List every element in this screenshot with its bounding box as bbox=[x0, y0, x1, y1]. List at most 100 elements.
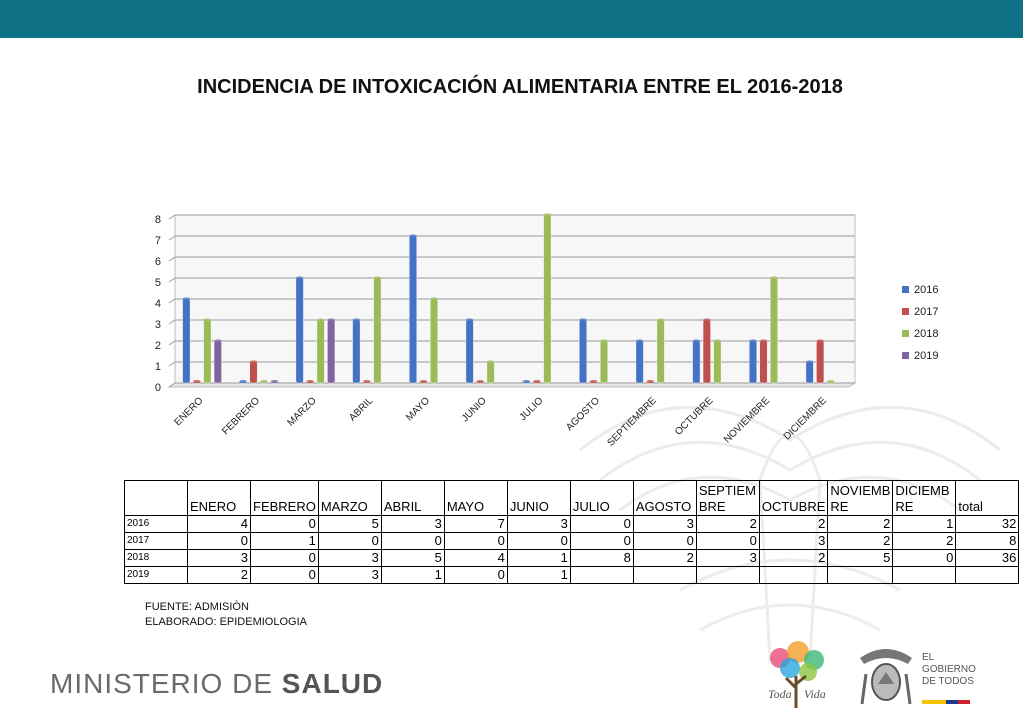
table-cell: 0 bbox=[443, 566, 508, 584]
table-cell: 0 bbox=[443, 532, 508, 550]
bar-cap bbox=[465, 318, 474, 322]
bar bbox=[713, 340, 722, 384]
table-cell: 4 bbox=[187, 515, 251, 533]
source-line: FUENTE: ADMISIÒN bbox=[145, 601, 249, 613]
table-cell: 2 bbox=[827, 532, 894, 550]
table-cell: 2 bbox=[187, 566, 251, 584]
row-year-cell: 2018 bbox=[124, 549, 188, 567]
legend-swatch bbox=[902, 286, 909, 293]
row-year-cell: 2019 bbox=[124, 566, 188, 584]
bar bbox=[600, 340, 608, 384]
source-note: FUENTE: ADMISIÒN ELABORADO: EPIDEMIOLOGI… bbox=[145, 600, 307, 630]
ministry-logo-text: MINISTERIO DE SALUD bbox=[50, 668, 383, 700]
y-tick-label: 0 bbox=[155, 382, 161, 394]
bar-cap bbox=[327, 318, 335, 322]
bar bbox=[486, 361, 495, 384]
gobierno-logo-text: EL GOBIERNO DE TODOS bbox=[922, 652, 976, 688]
bar bbox=[182, 298, 191, 384]
bar-cap bbox=[579, 318, 587, 322]
bar-cap bbox=[770, 276, 778, 280]
bar-cap bbox=[656, 318, 665, 322]
top-banner bbox=[0, 0, 1023, 38]
table-cell: 1 bbox=[506, 549, 571, 567]
y-tick-label: 8 bbox=[155, 214, 161, 226]
toda-una-vida-logo: Toda Vida bbox=[768, 641, 826, 708]
table-cell: 4 bbox=[443, 549, 508, 567]
bar-cap bbox=[635, 339, 644, 343]
table-cell: 0 bbox=[569, 515, 634, 533]
table-cell: 0 bbox=[250, 566, 319, 584]
table-cell: 3 bbox=[695, 549, 760, 567]
legend-label: 2017 bbox=[914, 306, 938, 318]
table-cell: 3 bbox=[632, 515, 697, 533]
bar-cap bbox=[600, 339, 608, 343]
table-cell: 0 bbox=[569, 532, 634, 550]
table-cell: 3 bbox=[758, 532, 829, 550]
bar-cap bbox=[270, 379, 279, 384]
bar bbox=[816, 340, 825, 384]
legend-swatch bbox=[902, 330, 909, 337]
gov-line1: EL bbox=[922, 652, 935, 663]
x-tick-label: OCTUBRE bbox=[673, 395, 716, 438]
x-tick-label: ENERO bbox=[173, 395, 206, 428]
table-header-cell: OCTUBRE bbox=[758, 480, 829, 516]
table-cell: 3 bbox=[506, 515, 571, 533]
gov-line2: GOBIERNO bbox=[922, 664, 976, 675]
legend-swatch bbox=[902, 308, 909, 315]
bar bbox=[579, 319, 587, 384]
table-cell: 2 bbox=[632, 549, 697, 567]
table-cell: 32 bbox=[955, 515, 1020, 533]
x-tick-label: JULIO bbox=[518, 395, 546, 423]
table-cell: 3 bbox=[380, 515, 445, 533]
table-cell bbox=[695, 566, 760, 584]
bar bbox=[656, 319, 665, 384]
table-cell: 0 bbox=[632, 532, 697, 550]
table-cell: 8 bbox=[569, 549, 634, 567]
table-header-cell: DICIEMB RE bbox=[892, 480, 957, 516]
bar-cap bbox=[193, 379, 201, 384]
table-cell bbox=[569, 566, 634, 584]
row-year-cell: 2017 bbox=[124, 532, 188, 550]
table-row: 2018 3 0 3 5 4 1 8 2 3 2 5 0 36 bbox=[124, 549, 1020, 567]
y-tick-label: 1 bbox=[155, 361, 161, 373]
table-header-cell: AGOSTO bbox=[632, 480, 697, 516]
table-header-cell: MARZO bbox=[317, 480, 382, 516]
bar-cap bbox=[713, 339, 722, 343]
table-header-cell: MAYO bbox=[443, 480, 508, 516]
bar bbox=[327, 319, 336, 384]
bar-cap bbox=[589, 379, 598, 384]
bar-cap bbox=[759, 339, 768, 343]
bar bbox=[249, 361, 258, 384]
bar-cap bbox=[816, 339, 824, 343]
bar bbox=[749, 340, 757, 384]
bar-cap bbox=[486, 360, 495, 364]
bar bbox=[465, 319, 474, 384]
table-cell bbox=[827, 566, 894, 584]
plot-floor bbox=[167, 382, 857, 388]
brand-bold: SALUD bbox=[281, 668, 384, 699]
bar-cap bbox=[182, 297, 191, 301]
bar-cap bbox=[409, 234, 417, 238]
table-cell: 8 bbox=[955, 532, 1020, 550]
bar-cap bbox=[646, 379, 654, 384]
table-cell: 3 bbox=[317, 549, 382, 567]
table-cell: 0 bbox=[506, 532, 571, 550]
table-cell bbox=[955, 566, 1020, 584]
bar bbox=[409, 235, 417, 384]
table-row: 2017 0 1 0 0 0 0 0 0 0 3 2 2 8 bbox=[124, 532, 1020, 550]
bar bbox=[352, 319, 361, 384]
legend-label: 2018 bbox=[914, 328, 938, 340]
table-cell bbox=[758, 566, 829, 584]
bar bbox=[770, 277, 778, 384]
bar-cap bbox=[476, 379, 484, 384]
table-header-cell: JUNIO bbox=[506, 480, 571, 516]
bar-cap bbox=[805, 360, 814, 364]
table-cell: 2 bbox=[892, 532, 957, 550]
bar bbox=[373, 277, 382, 384]
bar-cap bbox=[316, 318, 325, 322]
gridline-side bbox=[168, 277, 176, 283]
table-cell: 1 bbox=[250, 532, 319, 550]
y-tick-label: 5 bbox=[155, 277, 161, 289]
table-cell: 0 bbox=[317, 532, 382, 550]
legend-label: 2019 bbox=[914, 350, 938, 362]
